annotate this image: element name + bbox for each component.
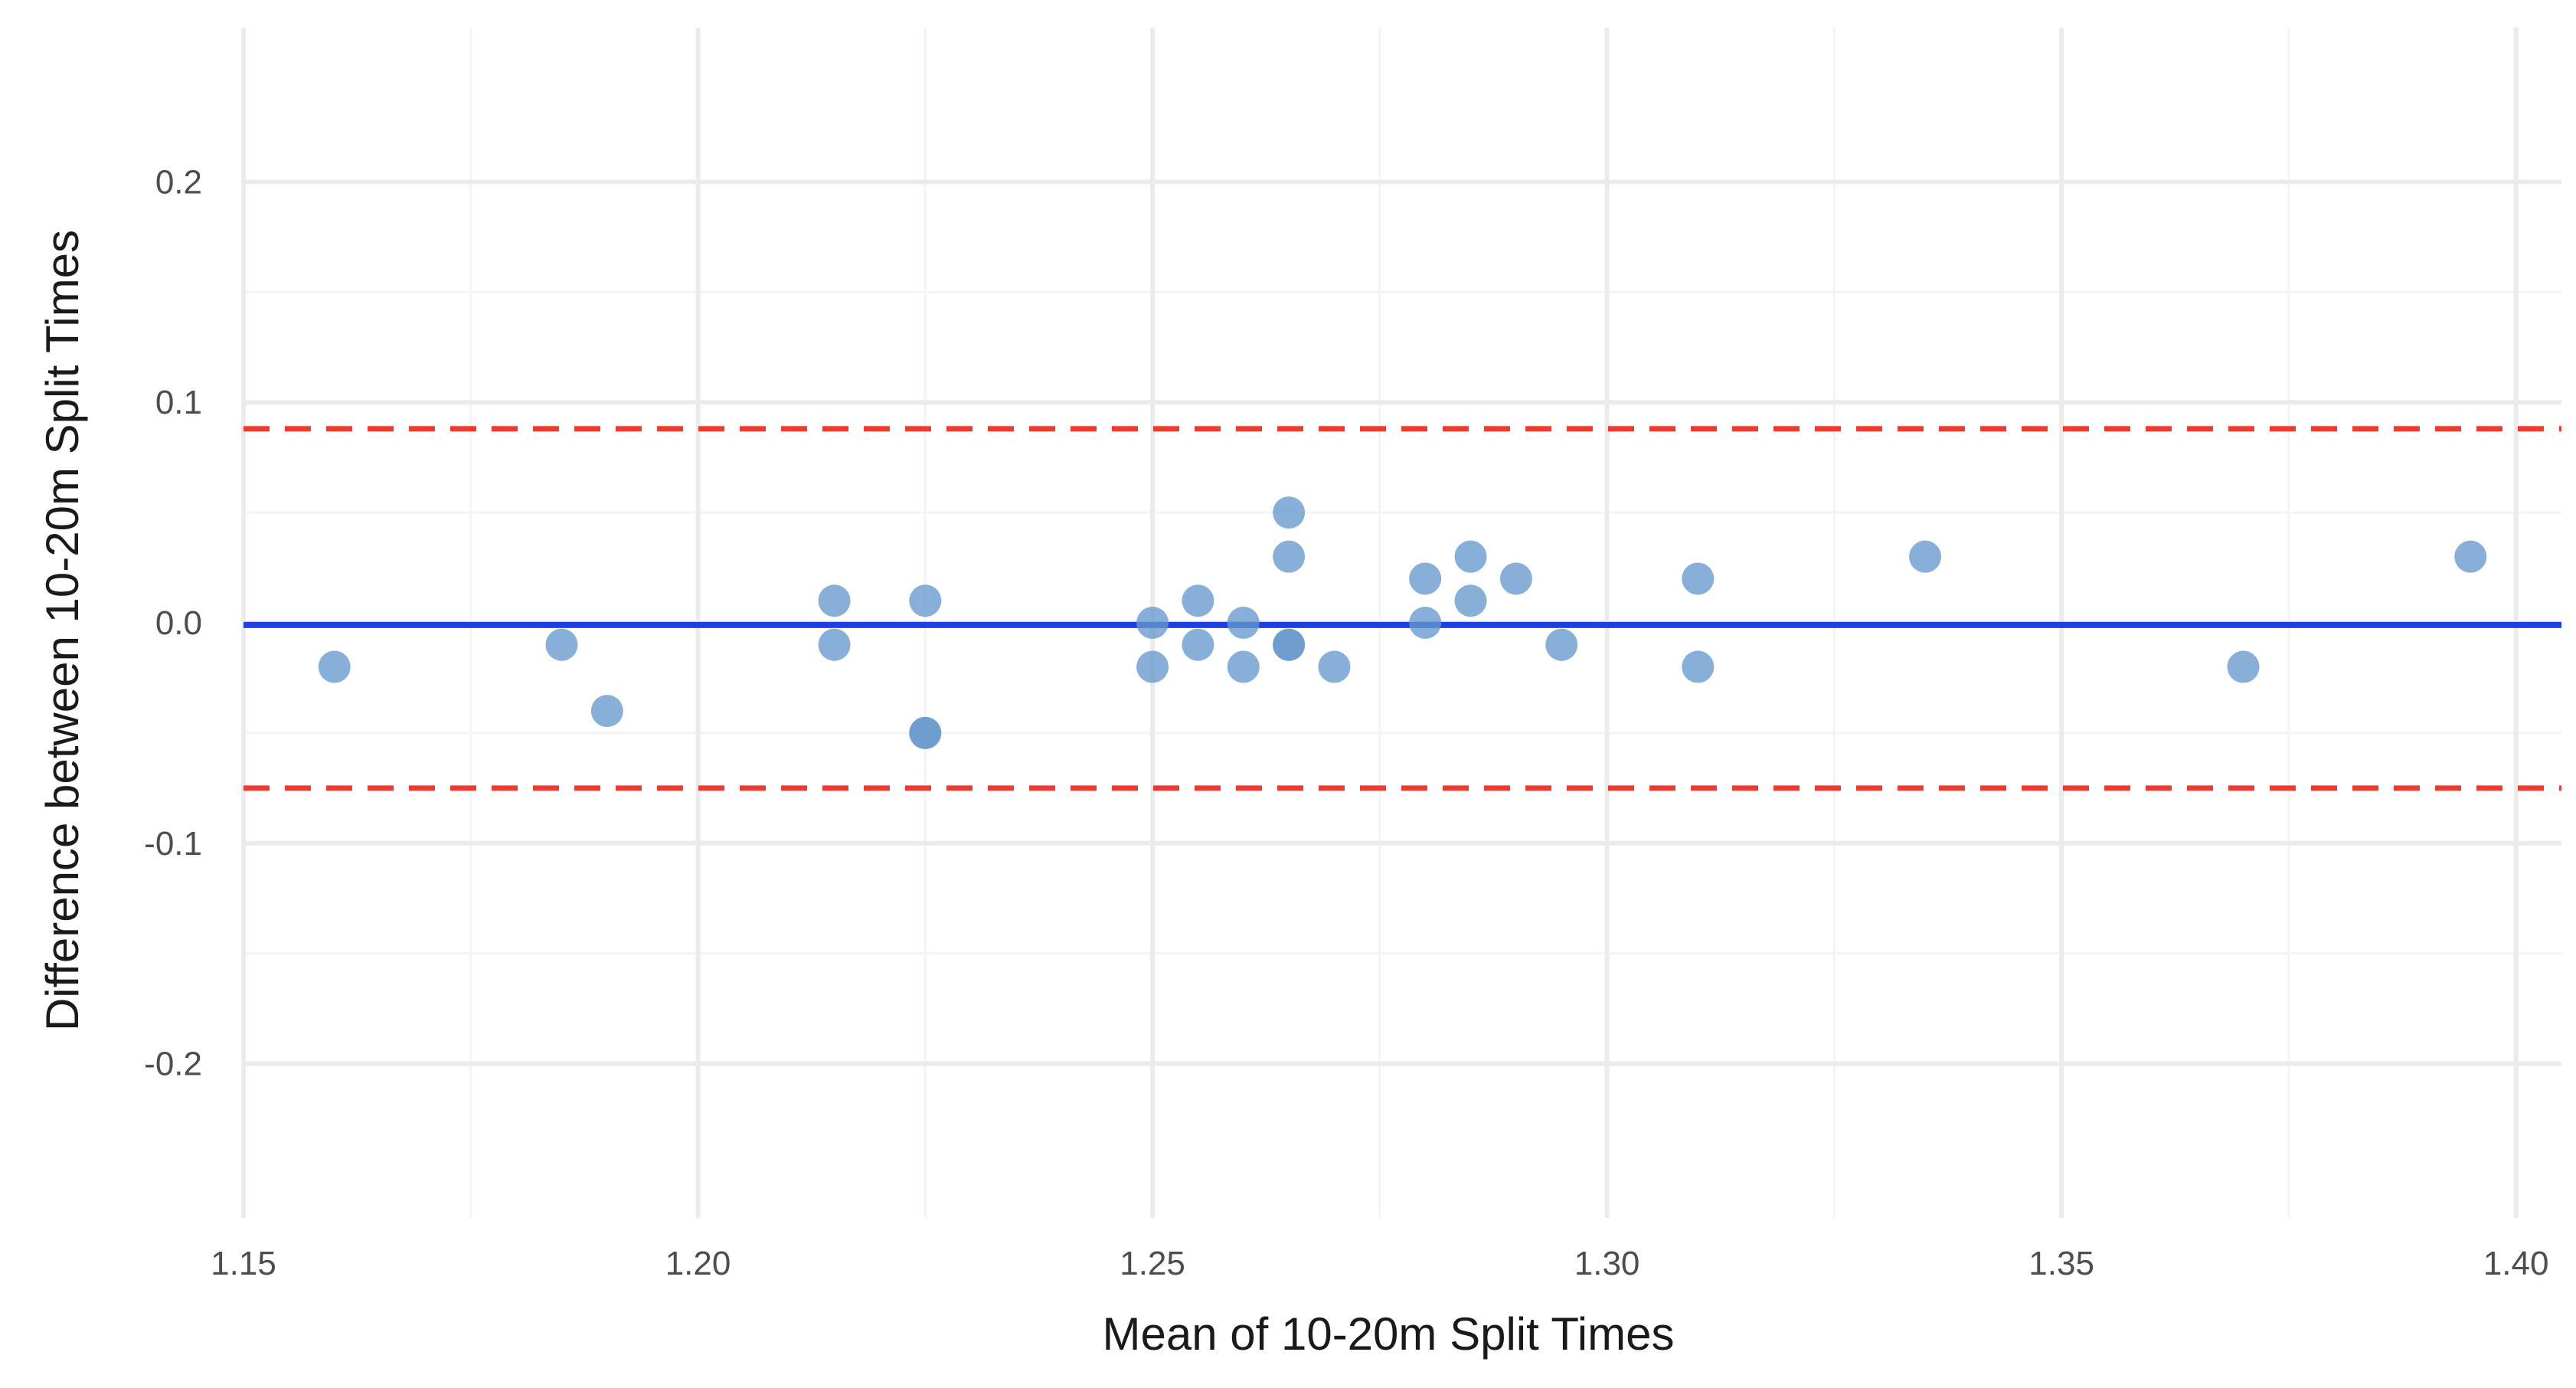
data-point (1136, 607, 1169, 639)
data-point (1545, 628, 1578, 661)
data-point (2454, 540, 2487, 573)
data-point (1909, 540, 1942, 573)
data-point (1682, 650, 1715, 683)
data-point (1227, 650, 1260, 683)
data-point (909, 716, 942, 749)
data-point (1682, 562, 1715, 595)
data-point (1273, 628, 1306, 661)
data-point (318, 650, 351, 683)
x-axis-tick-labels: 1.15 1.20 1.25 1.30 1.35 1.40 (211, 1245, 2548, 1282)
x-tick-label: 1.15 (211, 1245, 276, 1282)
x-tick-label: 1.30 (1574, 1245, 1640, 1282)
data-point (818, 584, 851, 617)
x-axis-title: Mean of 10-20m Split Times (1103, 1308, 1675, 1360)
y-tick-label: 0.2 (155, 163, 202, 201)
data-point (1182, 584, 1214, 617)
data-points (318, 496, 2487, 749)
y-tick-label: -0.1 (144, 825, 202, 863)
reference-lines (244, 426, 2561, 791)
x-tick-label: 1.35 (2028, 1245, 2094, 1282)
data-point (909, 584, 942, 617)
x-tick-label: 1.40 (2483, 1245, 2549, 1282)
data-point (1318, 650, 1351, 683)
data-point (1409, 562, 1442, 595)
data-point (1454, 540, 1487, 573)
data-point (1273, 496, 1306, 529)
y-axis-title: Difference between 10-20m Split Times (37, 230, 88, 1031)
x-tick-label: 1.25 (1120, 1245, 1185, 1282)
data-point (1136, 650, 1169, 683)
data-point (1227, 607, 1260, 639)
data-point (1409, 607, 1442, 639)
x-tick-label: 1.20 (665, 1245, 731, 1282)
y-tick-label: 0.1 (155, 384, 202, 421)
y-axis-tick-labels: -0.2 -0.1 0.0 0.1 0.2 (144, 163, 202, 1082)
data-point (1454, 584, 1487, 617)
data-point (1182, 628, 1214, 661)
y-tick-label: 0.0 (155, 604, 202, 642)
data-point (818, 628, 851, 661)
y-tick-label: -0.2 (144, 1046, 202, 1083)
data-point (2227, 650, 2260, 683)
data-point (1499, 562, 1532, 595)
data-point (1273, 540, 1306, 573)
data-point (545, 628, 578, 661)
data-point (590, 695, 623, 728)
